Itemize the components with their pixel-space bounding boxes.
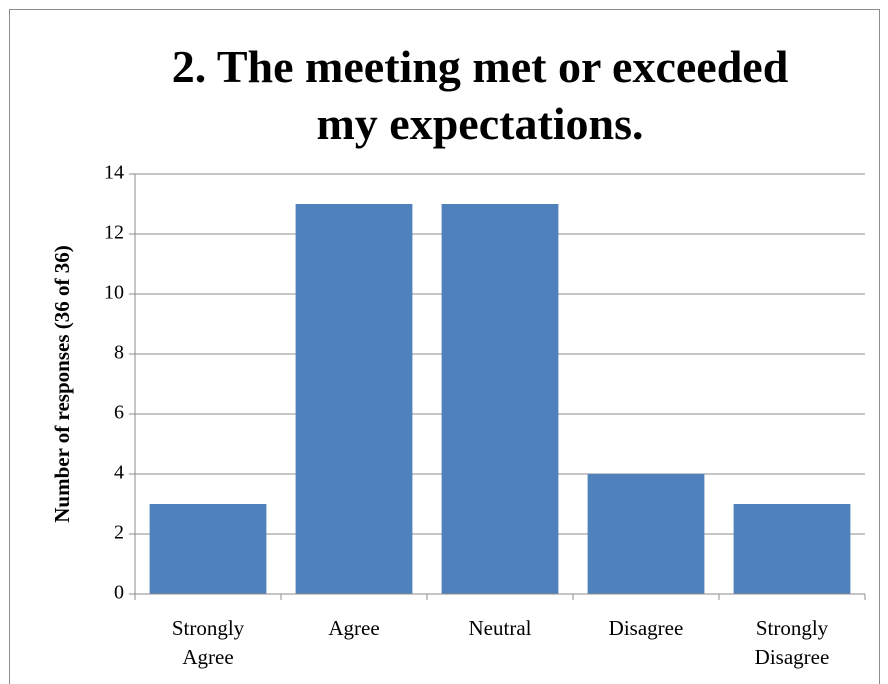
- x-tick-label: Neutral: [468, 616, 532, 640]
- x-tick-label: Disagree: [608, 616, 684, 640]
- bar: [441, 204, 559, 594]
- y-tick-label: 12: [104, 222, 124, 244]
- y-tick-label: 4: [114, 462, 124, 484]
- chart-border: [9, 9, 880, 684]
- y-axis-label: Number of responses (36 of 36): [50, 245, 74, 522]
- y-tick-label: 10: [104, 282, 124, 304]
- chart-title: 2. The meeting met or exceeded my expect…: [171, 41, 789, 149]
- bar: [733, 504, 851, 594]
- y-tick-label: 8: [114, 342, 124, 364]
- bar: [587, 474, 705, 594]
- y-tick-label: 6: [114, 402, 124, 424]
- y-tick-label: 2: [114, 522, 124, 544]
- y-tick-label: 14: [104, 162, 124, 184]
- x-tick-label: Strongly Disagree: [754, 616, 830, 669]
- x-tick-label: Agree: [328, 616, 380, 640]
- y-tick-label: 0: [114, 582, 124, 604]
- x-tick-label: Strongly Agree: [171, 616, 245, 669]
- bar: [149, 504, 267, 594]
- bar: [295, 204, 413, 594]
